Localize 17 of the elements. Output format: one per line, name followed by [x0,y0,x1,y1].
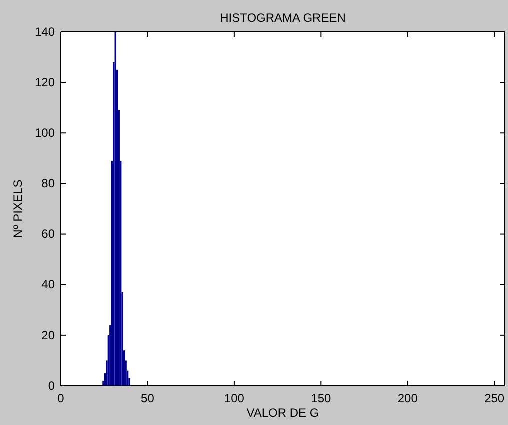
x-tick-label: 200 [398,392,418,406]
y-tick-label: 100 [34,126,56,140]
x-tick-label: 100 [224,392,245,406]
y-axis-title: Nº PIXELS [11,180,25,238]
y-tick-label: 60 [42,227,56,242]
y-tick-label: 0 [48,378,56,393]
y-tick-label: 80 [42,176,56,191]
x-tick-label: 150 [311,392,332,406]
y-tick-label: 120 [34,75,56,90]
x-axis-title: VALOR DE G [246,406,320,420]
x-tick-label: 50 [141,392,155,406]
x-tick-label: 250 [484,392,505,406]
x-tick-label: 0 [58,392,65,406]
chart-title: HISTOGRAMA GREEN [220,11,346,25]
y-tick-label: 140 [34,24,56,39]
y-tick-label: 20 [42,328,56,342]
y-tick-label: 40 [42,278,56,292]
